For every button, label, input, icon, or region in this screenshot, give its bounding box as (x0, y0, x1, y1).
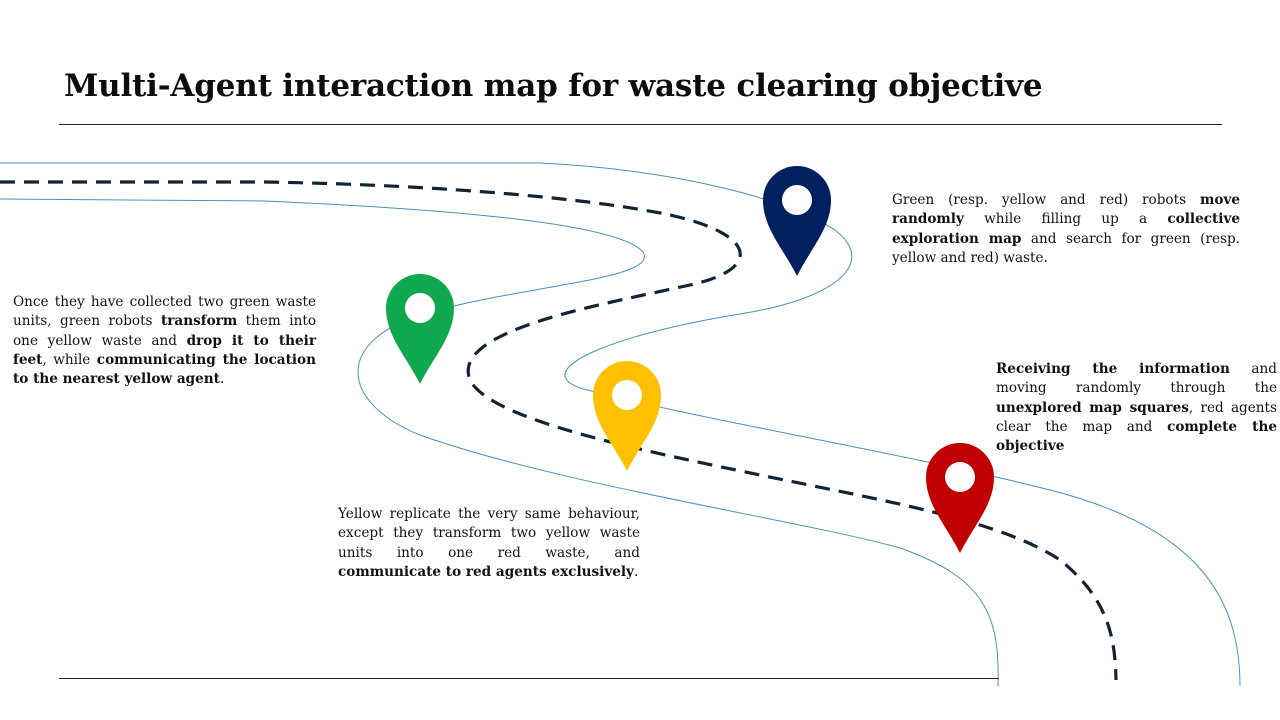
map-pin-hole (782, 185, 812, 215)
road-center-dashes (0, 180, 1118, 681)
map-pin-hole (945, 462, 975, 492)
map-pin-hole (612, 380, 642, 410)
pin-blue (763, 166, 831, 276)
pin-yellow (593, 361, 661, 471)
map-pin-icon (926, 443, 994, 553)
map-pin-icon (763, 166, 831, 276)
page-title: Multi-Agent interaction map for waste cl… (64, 68, 1043, 104)
map-pin-hole (405, 293, 435, 323)
green-robot-description: Once they have collected two green waste… (13, 294, 317, 388)
map-pin-icon (386, 274, 454, 384)
bottom-divider (59, 678, 999, 679)
pin-red (926, 443, 994, 553)
title-divider (59, 124, 1222, 125)
map-pin-icon (593, 361, 661, 471)
road-bottom-edge (0, 198, 999, 687)
yellow-robot-description: Yellow replicate the very same behaviour… (338, 506, 640, 580)
pin-green (386, 274, 454, 384)
red-robot-description: Receiving the information and moving ran… (996, 361, 1277, 455)
exploration-description: Green (resp. yellow and red) robots move… (892, 192, 1240, 266)
